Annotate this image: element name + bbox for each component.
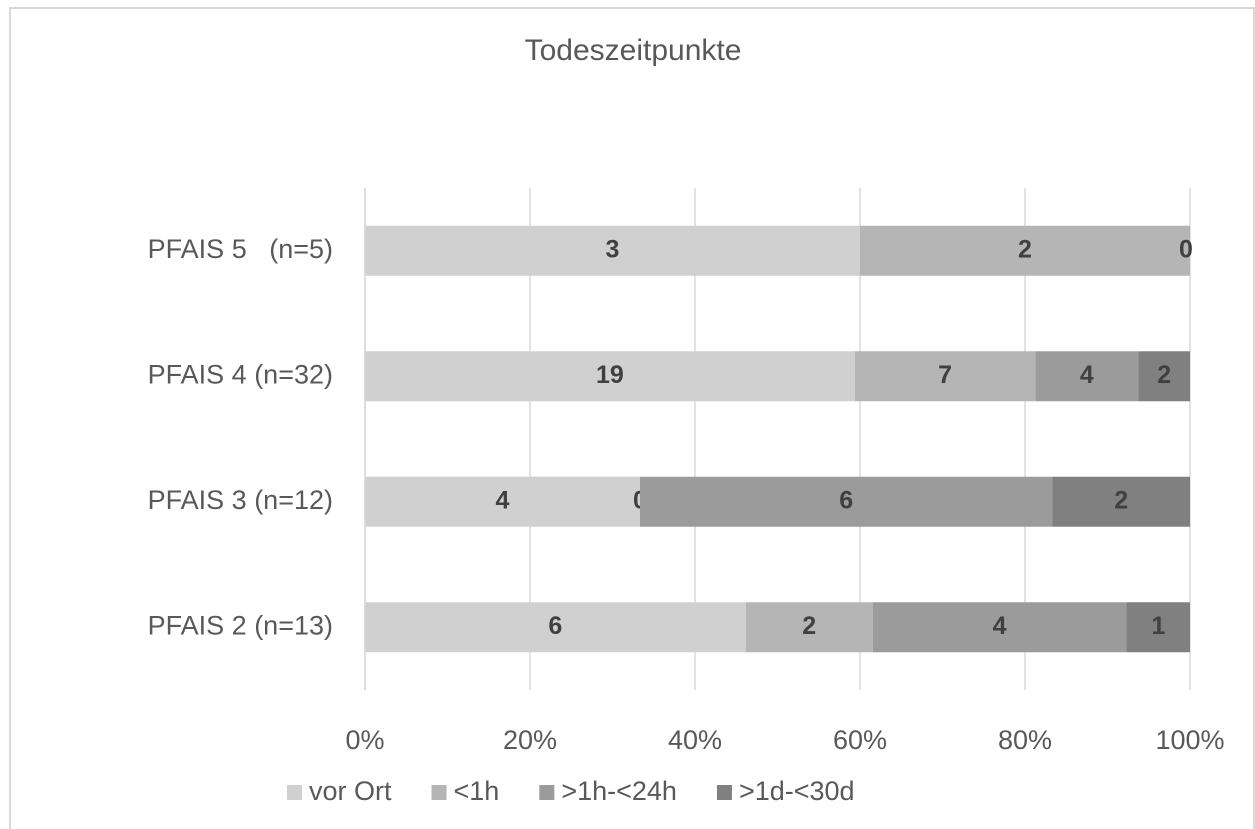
bar-segment xyxy=(854,351,1036,402)
bar-segment xyxy=(640,476,1053,527)
bar-segment xyxy=(745,602,873,653)
data-label: 2 xyxy=(1114,486,1128,514)
x-tick-label: 60% xyxy=(833,725,887,755)
bar-segment xyxy=(1052,476,1190,527)
bar-segment xyxy=(1035,351,1139,402)
data-label: 1 xyxy=(1151,612,1165,640)
bar-segment xyxy=(872,602,1127,653)
legend-swatch xyxy=(431,785,447,800)
data-label: 0 xyxy=(1179,235,1193,263)
legend-swatch xyxy=(539,785,555,800)
bar-segment xyxy=(365,225,860,276)
data-label: 6 xyxy=(548,612,562,640)
data-label: 4 xyxy=(1080,361,1094,389)
data-label: 6 xyxy=(839,486,853,514)
y-tick-label: PFAIS 2 (n=13) xyxy=(148,610,333,640)
x-tick-label: 100% xyxy=(1155,725,1224,755)
data-label: 4 xyxy=(993,612,1007,640)
bar-segment xyxy=(365,476,640,527)
chart-frame xyxy=(9,7,1255,829)
x-tick-label: 20% xyxy=(503,725,557,755)
legend-label: >1d-<30d xyxy=(739,776,855,806)
bar-segment xyxy=(365,602,746,653)
data-label: 2 xyxy=(802,612,816,640)
x-tick-label: 40% xyxy=(668,725,722,755)
y-tick-label: PFAIS 4 (n=32) xyxy=(148,359,333,389)
x-tick-label: 80% xyxy=(998,725,1052,755)
legend-swatch xyxy=(287,785,302,800)
data-label: 4 xyxy=(496,486,510,514)
legend-label: >1h-<24h xyxy=(561,776,677,806)
bar-segment xyxy=(1138,351,1190,402)
legend-label: <1h xyxy=(454,776,500,806)
chart-title: Todeszeitpunkte xyxy=(525,34,742,67)
data-label: 3 xyxy=(606,235,620,263)
bar-segment xyxy=(1126,602,1190,653)
y-tick-label: PFAIS 3 (n=12) xyxy=(148,485,333,515)
legend-label: vor Ort xyxy=(309,776,392,806)
data-label: 19 xyxy=(596,361,624,389)
bar-segment xyxy=(365,351,855,402)
legend-swatch xyxy=(716,785,732,800)
data-label: 2 xyxy=(1018,235,1032,263)
data-label: 2 xyxy=(1157,361,1171,389)
data-label: 7 xyxy=(938,361,952,389)
y-tick-label: PFAIS 5 (n=5) xyxy=(148,234,333,264)
bar-segment xyxy=(860,225,1190,276)
x-tick-label: 0% xyxy=(345,725,384,755)
